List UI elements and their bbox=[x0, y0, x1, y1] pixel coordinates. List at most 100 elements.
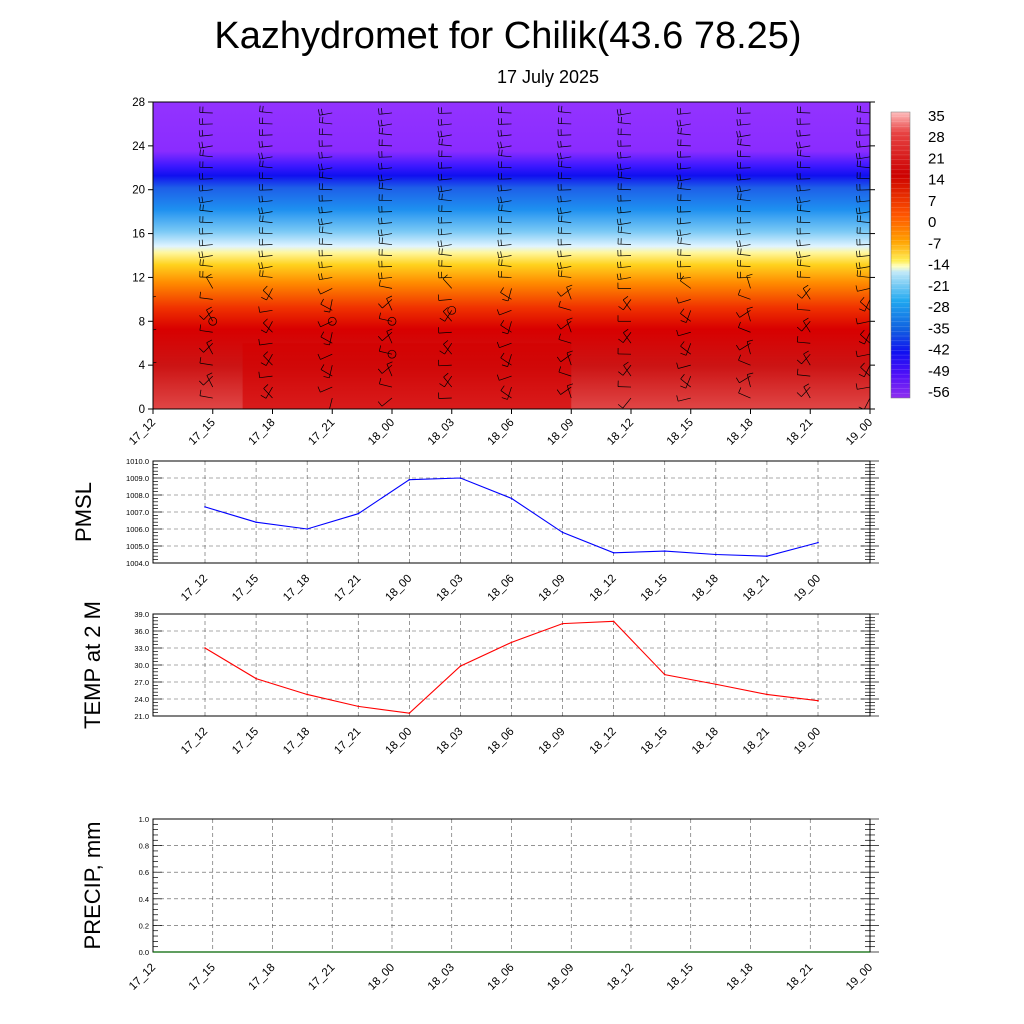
wind-barb bbox=[737, 198, 751, 202]
wind-barb-flag bbox=[321, 218, 323, 225]
wind-barb bbox=[746, 341, 751, 355]
wind-barb bbox=[199, 264, 213, 267]
x-tick-label: 17_18 bbox=[281, 573, 312, 604]
wind-barb bbox=[265, 354, 273, 366]
wind-barb-flag bbox=[321, 151, 323, 158]
wind-barb-flag bbox=[443, 340, 449, 345]
wind-barb bbox=[438, 189, 452, 193]
wind-barb bbox=[677, 133, 691, 136]
wind-barb-flag bbox=[501, 364, 508, 367]
wind-barb-flag bbox=[676, 297, 679, 304]
data-point bbox=[204, 506, 206, 508]
y-tick-label: 1010.0 bbox=[126, 457, 149, 466]
wind-barb bbox=[857, 220, 870, 223]
wind-barb-flag bbox=[261, 140, 263, 147]
data-point bbox=[612, 620, 615, 623]
wind-barb bbox=[444, 310, 453, 322]
wind-barb-flag bbox=[199, 204, 201, 211]
wind-barb bbox=[802, 288, 811, 300]
y-tick-label: 39.0 bbox=[134, 610, 149, 619]
wind-barb-flag bbox=[321, 116, 324, 123]
wind-barb bbox=[680, 378, 691, 388]
wind-barb-flag bbox=[318, 171, 321, 178]
wind-barb bbox=[737, 233, 751, 236]
wind-barb bbox=[558, 145, 572, 148]
surface-heat-right bbox=[749, 381, 870, 409]
wind-barb-flag bbox=[803, 383, 810, 388]
wind-barb-flag bbox=[557, 105, 560, 112]
wind-barb-flag bbox=[560, 195, 562, 202]
y-tick-label: 1004.0 bbox=[126, 559, 149, 568]
wind-barb-flag bbox=[799, 251, 801, 258]
wind-barb-flag bbox=[736, 186, 739, 193]
wind-barb-flag bbox=[680, 127, 682, 134]
wind-barb-flag bbox=[856, 141, 858, 148]
wind-barb-flag bbox=[860, 362, 865, 368]
wind-barb-flag bbox=[620, 171, 623, 178]
wind-barb-flag bbox=[258, 207, 261, 214]
wind-barb bbox=[319, 122, 333, 125]
temperature-field bbox=[139, 102, 870, 409]
wind-barb-flag bbox=[859, 105, 862, 112]
wind-barb-flag bbox=[139, 333, 142, 338]
calm-wind-circle bbox=[447, 305, 457, 315]
x-tick-label: 17_21 bbox=[332, 726, 363, 757]
pmsl-panel: 1004.0 1005.0 1006.0 1007.0 1008.0 1009.0 1010… bbox=[71, 457, 879, 604]
wind-barb-flag bbox=[500, 385, 505, 391]
wind-barb bbox=[319, 211, 333, 214]
wind-barb-flag bbox=[680, 385, 687, 389]
wind-barb-flag bbox=[261, 296, 267, 301]
wind-barb-flag bbox=[558, 300, 561, 307]
wind-barb-flag bbox=[317, 321, 321, 327]
chart-subtitle: 17 July 2025 bbox=[497, 67, 599, 87]
x-tick-label: 17_21 bbox=[332, 573, 363, 604]
y-tick-label: 24.0 bbox=[134, 695, 149, 704]
wind-barb bbox=[205, 276, 214, 289]
wind-barb-flag bbox=[676, 163, 679, 170]
wind-barb-flag bbox=[859, 140, 861, 147]
wind-barb bbox=[738, 294, 751, 300]
wind-barb-flag bbox=[496, 374, 500, 381]
y-tick-label: 1009.0 bbox=[126, 474, 149, 483]
wind-barb bbox=[438, 144, 452, 147]
wind-barb bbox=[263, 388, 273, 399]
wind-barb-flag bbox=[321, 108, 323, 115]
wind-barb bbox=[266, 288, 273, 301]
wind-barb-flag bbox=[560, 270, 563, 277]
wind-barb-flag bbox=[321, 171, 324, 178]
data-point bbox=[817, 699, 819, 702]
chart-title: Kazhydromet for Chilik(43.6 78.25) bbox=[214, 15, 801, 57]
wind-barb-flag bbox=[139, 301, 142, 306]
data-point bbox=[561, 531, 564, 534]
wind-barb bbox=[737, 178, 751, 181]
wind-barb-flag bbox=[318, 109, 320, 116]
wind-barb-flag bbox=[437, 174, 440, 181]
wind-barb bbox=[678, 331, 691, 337]
wind-barb bbox=[801, 321, 811, 332]
wind-barb bbox=[677, 167, 691, 170]
wind-barb-flag bbox=[617, 116, 620, 123]
wind-barb-flag bbox=[619, 218, 622, 225]
calm-wind-circle bbox=[208, 316, 218, 326]
wind-barb-flag bbox=[202, 259, 204, 266]
wind-barb-flag bbox=[680, 374, 685, 380]
wind-barb-flag bbox=[679, 162, 682, 169]
wind-barb-flag bbox=[796, 204, 799, 211]
wind-barb bbox=[500, 324, 512, 333]
wind-barb-flag bbox=[317, 386, 321, 393]
wind-barb-flag bbox=[746, 306, 753, 310]
colorbar-label: 14 bbox=[928, 172, 945, 189]
y-tick-label: 1005.0 bbox=[126, 542, 149, 551]
wind-barb bbox=[500, 357, 512, 366]
wind-barb bbox=[153, 332, 154, 333]
x-tick-label: 18_09 bbox=[537, 726, 568, 757]
wind-barb bbox=[738, 359, 751, 366]
wind-barb bbox=[677, 123, 691, 127]
wind-barb-flag bbox=[202, 149, 204, 156]
wind-barb-flag bbox=[496, 341, 500, 348]
wind-barb bbox=[500, 292, 512, 300]
wind-barb-flag bbox=[617, 226, 620, 233]
wind-barb bbox=[199, 255, 213, 259]
wind-barb-flag bbox=[199, 347, 204, 353]
